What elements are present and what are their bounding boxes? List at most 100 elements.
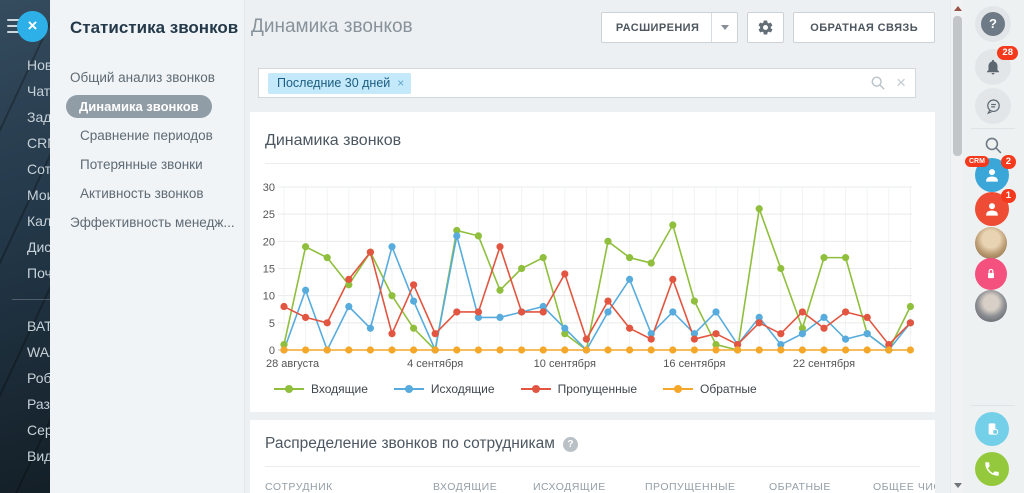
dark-nav-item[interactable]: Чат (27, 83, 50, 99)
svg-text:10 сентября: 10 сентября (534, 358, 596, 370)
filter-chip[interactable]: Последние 30 дней × (268, 72, 412, 94)
dark-nav-item[interactable]: WAZ (27, 344, 50, 360)
chart-title: Динамика звонков (265, 132, 402, 149)
device-sync-button[interactable] (975, 412, 1009, 446)
legend-marker-icon (520, 385, 551, 393)
settings-button[interactable] (747, 12, 785, 43)
svg-text:28 августа: 28 августа (266, 358, 320, 370)
locked-user-button[interactable] (975, 258, 1007, 290)
legend-item[interactable]: Пропущенные (520, 382, 637, 396)
dark-nav-item[interactable]: Сер (27, 422, 50, 438)
legend-item[interactable]: Обратные (663, 382, 757, 396)
extensions-button-label: РАСШИРЕНИЯ (615, 21, 700, 34)
sidebar-title: Статистика звонков (70, 18, 239, 37)
chart-card: Динамика звонков 0 5 10 15 20 25 30 28 августа 4… (250, 112, 935, 412)
scroll-up-arrow-icon[interactable] (954, 6, 962, 11)
chip-remove-icon[interactable]: × (397, 75, 405, 90)
table-column-header[interactable]: ПРОПУЩЕННЫЕ (645, 481, 736, 493)
table-column-header[interactable]: ВХОДЯЩИЕ (433, 481, 498, 493)
legend-label: Обратные (700, 382, 757, 396)
svg-text:0: 0 (269, 345, 275, 357)
user-avatar-red[interactable]: 1 (975, 189, 1016, 226)
page-title: Динамика звонков (251, 16, 413, 37)
table-column-header[interactable]: ИСХОДЯЩИЕ (533, 481, 606, 493)
messages-button[interactable] (975, 88, 1011, 124)
table-column-header[interactable]: СОТРУДНИК (265, 481, 333, 493)
svg-text:16 сентября: 16 сентября (663, 358, 725, 370)
dark-nav-item[interactable]: Мои (27, 187, 50, 203)
scrollbar-thumb[interactable] (953, 16, 962, 156)
crm-tag: CRM (965, 156, 989, 167)
divider (12, 299, 50, 300)
avatar-badge: 1 (1000, 189, 1016, 203)
user-avatar-photo[interactable] (975, 227, 1007, 259)
scroll-down-arrow-icon[interactable] (954, 483, 962, 488)
question-icon: ? (981, 12, 1005, 36)
svg-text:25: 25 (263, 209, 275, 221)
notifications-badge: 28 (997, 46, 1018, 60)
sidebar-item[interactable]: Активность звонков (80, 186, 204, 201)
person-icon (986, 203, 998, 216)
feedback-button[interactable]: ОБРАТНАЯ СВЯЗЬ (793, 12, 935, 43)
divider (971, 405, 1015, 406)
search-button[interactable] (975, 131, 1011, 159)
search-icon[interactable] (870, 75, 886, 91)
active-item-pill: Динамика звонков (66, 95, 212, 118)
line-chart: 0 5 10 15 20 25 30 28 августа 4 сентября 10 сентя… (263, 182, 915, 370)
sidebar-item[interactable]: Потерянные звонки (80, 157, 203, 172)
user-avatar-photo[interactable] (975, 290, 1007, 322)
person-icon (986, 169, 998, 182)
sidebar-item[interactable]: Сравнение периодов (80, 128, 213, 143)
dark-nav-list-top: Нове Чат Зада CRM Сотр Мои Кале Диск Почт ВАТС WAZ… (0, 52, 50, 469)
dark-nav-item[interactable]: Виде (27, 448, 50, 464)
extensions-dropdown-toggle[interactable] (711, 13, 737, 42)
dark-nav-item[interactable]: CRM (27, 135, 50, 151)
table-column-header[interactable]: ОБЩЕЕ ЧИСЛО З (873, 481, 935, 493)
call-button[interactable] (975, 452, 1009, 486)
close-sidebar-button[interactable]: × (17, 11, 48, 42)
vertical-scrollbar[interactable] (950, 0, 963, 493)
dark-nav-item[interactable]: Разр (27, 396, 50, 412)
help-button[interactable]: ? (975, 6, 1011, 42)
chat-bubble-icon (986, 98, 1000, 114)
help-icon[interactable]: ? (562, 436, 578, 452)
dark-nav-item[interactable]: Нове (27, 57, 50, 73)
dark-nav-item[interactable]: Зада (27, 109, 50, 125)
filter-search-bar[interactable]: Последние 30 дней × × (258, 68, 916, 98)
legend-item[interactable]: Исходящие (393, 382, 495, 396)
sidebar-menu: Общий анализ звонков Динамика звонков Срав… (50, 63, 244, 237)
avatar-badge: 2 (1000, 155, 1016, 169)
clear-filter-icon[interactable]: × (896, 73, 906, 92)
dark-nav-item[interactable]: Почт (27, 265, 50, 281)
employee-section-title: Распределение звонков по сотрудникам (265, 435, 555, 452)
sidebar-item[interactable]: Эффективность менедж... (70, 215, 235, 230)
svg-text:20: 20 (263, 236, 275, 248)
dark-nav-item[interactable]: Сотр (27, 161, 50, 177)
dark-nav-item[interactable]: Робо (27, 370, 50, 386)
chevron-down-icon (720, 25, 729, 30)
user-avatar-crm[interactable]: CRM 2 (965, 155, 1016, 192)
stats-sidebar: Статистика звонков Общий анализ звонков Д… (50, 0, 245, 493)
notifications-button[interactable]: 28 (975, 46, 1018, 85)
dark-nav-item[interactable]: ВАТС (27, 318, 50, 334)
sidebar-item[interactable]: Общий анализ звонков (70, 70, 215, 85)
right-icon-rail: ? 28 CRM 2 1 (963, 0, 1024, 493)
svg-text:15: 15 (263, 264, 275, 276)
phone-icon (985, 462, 999, 476)
sidebar-item[interactable]: Динамика звонков (50, 92, 244, 121)
extensions-button[interactable]: РАСШИРЕНИЯ (600, 12, 739, 43)
svg-text:30: 30 (263, 182, 275, 194)
legend-marker-icon (663, 385, 693, 393)
mobile-device-icon (988, 423, 999, 435)
legend-marker-icon (274, 385, 304, 393)
dark-nav-item[interactable]: Кале (27, 213, 50, 229)
dark-nav-item[interactable]: Диск (27, 239, 50, 255)
gear-icon (758, 20, 773, 35)
feedback-button-label: ОБРАТНАЯ СВЯЗЬ (810, 21, 918, 34)
table-column-header[interactable]: ОБРАТНЫЕ (769, 481, 831, 493)
main-content: Динамика звонков РАСШИРЕНИЯ ОБРАТНАЯ СВЯ… (245, 0, 950, 493)
divider (265, 466, 920, 467)
legend-item[interactable]: Входящие (274, 382, 368, 396)
divider (971, 128, 1015, 129)
